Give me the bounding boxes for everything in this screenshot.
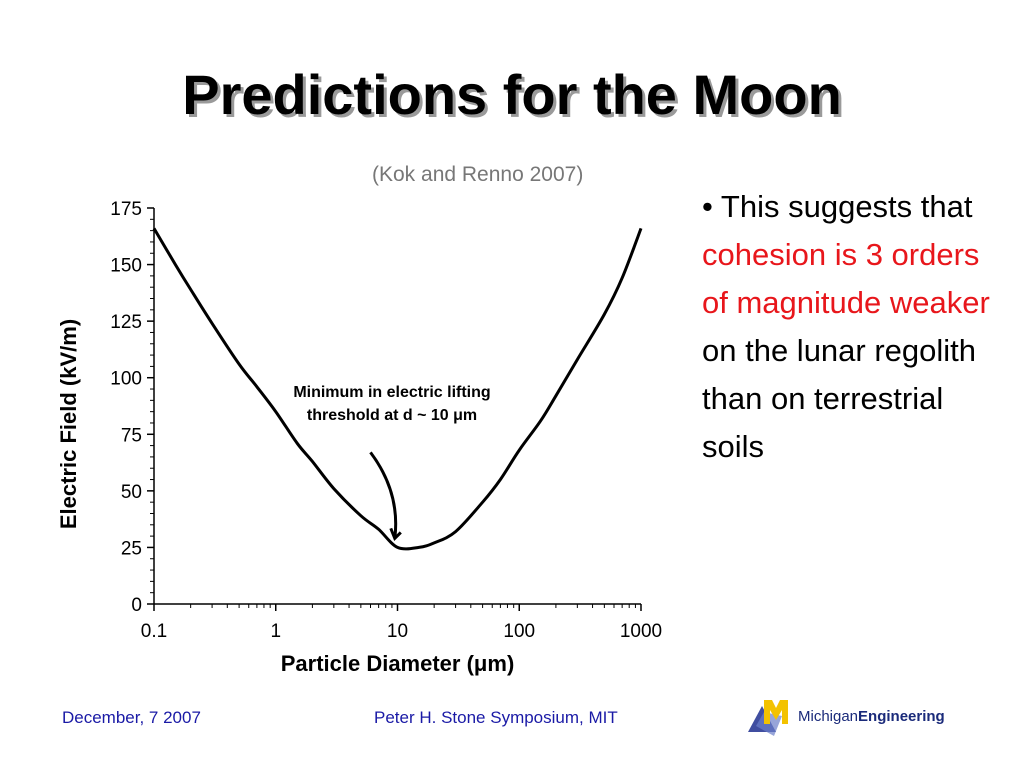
- bullet-text-part2: on the lunar regolith than on terrestria…: [702, 333, 977, 464]
- chart-axes: [153, 208, 641, 605]
- x-tick-label: 1000: [620, 621, 662, 642]
- x-tick-label: 1: [270, 621, 281, 642]
- logo-text: MichiganEngineering: [798, 708, 945, 725]
- annotation-arrow: [369, 451, 398, 539]
- y-tick-label: 75: [121, 425, 142, 446]
- y-tick-label: 50: [121, 482, 142, 503]
- logo-word-michigan: Michigan: [798, 708, 859, 725]
- bullet-point: • This suggests that cohesion is 3 order…: [702, 183, 1002, 471]
- y-tick-label: 175: [110, 199, 142, 220]
- y-tick-label: 25: [121, 538, 142, 559]
- footer-date: December, 7 2007: [62, 708, 201, 727]
- citation: (Kok and Renno 2007): [372, 163, 584, 186]
- block-m-icon: [748, 700, 788, 736]
- x-tick-label: 100: [503, 621, 535, 642]
- y-tick-label: 0: [131, 595, 142, 616]
- slide-title: Predictions for the Moon: [182, 63, 842, 126]
- bullet-text-part1: This suggests that: [720, 189, 973, 224]
- y-tick-label: 150: [110, 256, 142, 277]
- annotation-arrowhead: [389, 527, 402, 542]
- y-axis-label: Electric Field (kV/m): [56, 319, 81, 529]
- x-tick-label: 0.1: [141, 621, 167, 642]
- annotation-line-1: Minimum in electric lifting: [293, 384, 490, 401]
- y-tick-label: 100: [110, 369, 142, 390]
- x-axis-label: Particle Diameter (μm): [281, 651, 515, 676]
- x-tick-label: 10: [387, 621, 408, 642]
- footer-event: Peter H. Stone Symposium, MIT: [374, 708, 618, 727]
- chart-ticks: 0 25 50 75 100 125 150 175 0.1 1 10 100 1000: [110, 199, 662, 642]
- bullet-highlight: cohesion is 3 orders of magnitude weaker: [702, 237, 990, 320]
- michigan-engineering-logo: [748, 700, 788, 736]
- bullet-marker: •: [702, 189, 713, 224]
- annotation-line-2: threshold at d ~ 10 μm: [307, 407, 477, 424]
- logo-word-engineering: Engineering: [858, 708, 945, 725]
- y-tick-label: 125: [110, 312, 142, 333]
- threshold-curve: [152, 227, 643, 551]
